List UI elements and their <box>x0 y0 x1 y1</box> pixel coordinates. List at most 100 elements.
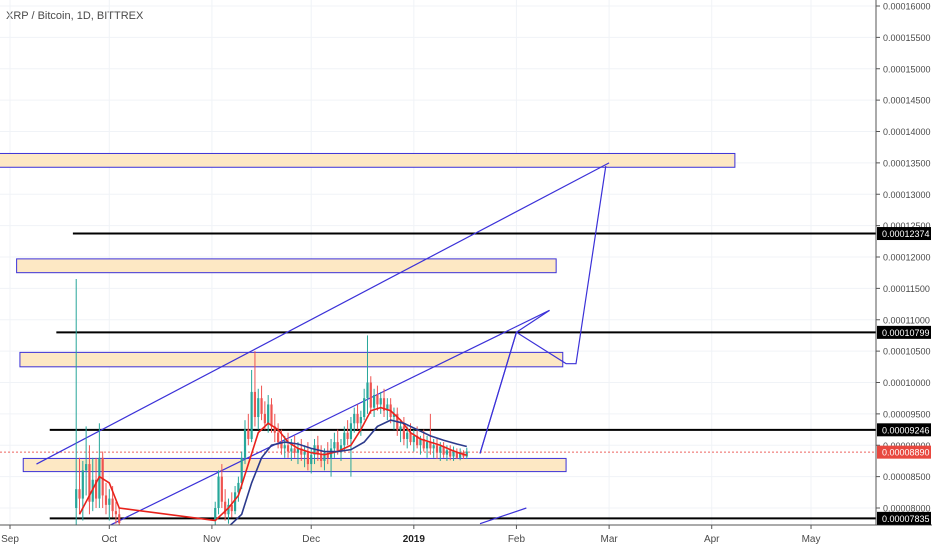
candle-body <box>432 445 435 449</box>
trendline <box>36 162 610 465</box>
candle-body <box>273 426 276 433</box>
x-tick-label: Nov <box>203 534 221 545</box>
level-price-label: 0.00010799 <box>882 328 930 338</box>
candle-body <box>363 398 366 418</box>
price-zone <box>22 457 567 473</box>
candle-body <box>386 404 389 411</box>
candle-body <box>416 435 419 446</box>
candle-body <box>409 432 412 443</box>
y-tick-label: 0.00015500 <box>883 33 931 43</box>
candle-body <box>452 451 455 457</box>
candle <box>88 445 91 515</box>
candle-body <box>373 395 376 408</box>
candle-body <box>333 442 336 449</box>
candle-body <box>280 442 283 449</box>
candle-body <box>214 508 217 521</box>
zones <box>0 152 736 473</box>
candle-body <box>104 495 108 505</box>
candle <box>459 448 462 461</box>
candle <box>217 470 220 515</box>
candle-body <box>108 498 111 505</box>
candle <box>98 423 101 508</box>
candle-body <box>435 445 439 453</box>
y-tick-label: 0.00008000 <box>883 504 931 514</box>
candle-body <box>75 489 78 508</box>
y-tick-label: 0.00009500 <box>883 409 931 419</box>
y-tick-label: 0.00011000 <box>883 315 930 325</box>
candle <box>376 385 379 411</box>
candle-body <box>296 448 300 453</box>
candle <box>250 369 253 443</box>
candle <box>359 410 362 436</box>
candle-body <box>422 438 425 449</box>
candle-body <box>339 445 343 452</box>
moving-average-line <box>227 419 467 528</box>
candle-body <box>346 432 349 439</box>
candle <box>257 388 260 430</box>
candle <box>253 351 257 427</box>
candle-body <box>425 442 429 449</box>
candle <box>412 429 415 452</box>
candle <box>369 376 372 414</box>
candle-body <box>320 454 323 461</box>
x-tick-label: Feb <box>508 534 526 545</box>
candle <box>104 482 108 515</box>
price-zone <box>16 258 557 274</box>
candle-body <box>399 426 402 430</box>
y-tick-label: 0.00015000 <box>883 64 931 74</box>
candle-body <box>240 457 243 483</box>
candle-body <box>455 451 458 458</box>
candle-body <box>382 398 386 411</box>
candle-body <box>237 482 240 493</box>
trendline <box>109 309 550 527</box>
candle <box>283 435 286 458</box>
y-tick-label: 0.00012500 <box>883 221 931 231</box>
candle-body <box>336 442 339 452</box>
candle-body <box>356 413 359 424</box>
candle-body <box>263 413 266 424</box>
candle-body <box>277 432 280 443</box>
level-price-label: 0.00007835 <box>882 514 930 524</box>
candle <box>435 438 439 460</box>
candle-body <box>343 432 346 446</box>
candle-body <box>429 442 432 449</box>
y-tick-label: 0.00013000 <box>883 190 931 200</box>
candle <box>449 445 452 461</box>
x-tick-label: Apr <box>704 534 720 545</box>
candle-body <box>406 432 409 439</box>
candle <box>118 508 121 526</box>
candle <box>237 476 240 502</box>
candle-body <box>94 479 98 499</box>
current-price-tag <box>877 445 931 459</box>
y-tick-label: 0.00014000 <box>883 127 931 137</box>
price-axis-background <box>876 0 932 550</box>
candle-body <box>445 450 449 455</box>
candle <box>465 447 468 460</box>
candle <box>227 498 230 524</box>
candle-body <box>286 445 290 452</box>
candle-body <box>247 429 250 439</box>
candle <box>303 445 306 468</box>
level-price-tag <box>877 325 931 339</box>
candle-body <box>419 438 422 446</box>
candle-body <box>88 464 91 502</box>
candle-body <box>257 398 260 418</box>
candle <box>224 489 227 521</box>
candle <box>373 388 376 418</box>
candle-body <box>217 476 220 508</box>
grid <box>0 0 876 525</box>
level-price-tag <box>877 511 931 525</box>
candle <box>333 432 336 458</box>
candle <box>263 401 266 430</box>
candle <box>363 388 366 421</box>
y-tick-label: 0.00008500 <box>883 472 931 482</box>
candle-body <box>359 417 362 424</box>
trendline <box>479 507 527 525</box>
candle <box>353 407 356 433</box>
candle-body <box>412 435 415 443</box>
candle-body <box>306 451 309 465</box>
candle-body <box>290 448 293 452</box>
candle-body <box>78 489 81 499</box>
candle <box>85 426 88 496</box>
